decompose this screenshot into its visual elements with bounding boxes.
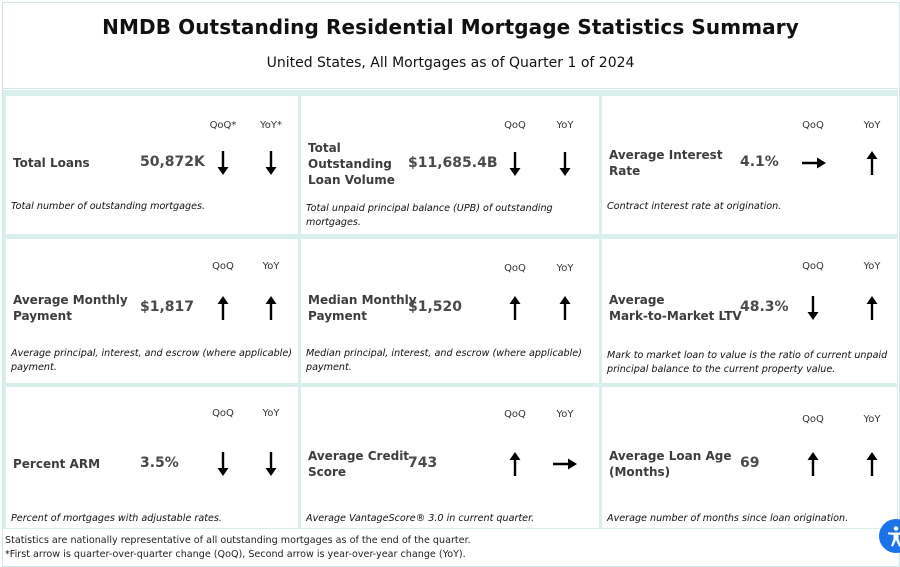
qoq-header: QoQ*	[209, 120, 237, 131]
stat-value: 3.5%	[140, 455, 179, 471]
stat-label: Percent ARM	[13, 457, 101, 471]
stat-label: Total Outstanding Loan Volume	[308, 141, 395, 187]
stat-description: Total number of outstanding mortgages.	[11, 201, 206, 212]
footer-notes: Statistics are nationally representative…	[5, 534, 471, 562]
stat-card: QoQ* YoY* Total Loans 50,872K Total number o…	[6, 96, 298, 234]
stat-value: 69	[740, 455, 760, 471]
stat-card: QoQ YoY Average Interest Rate 4.1% Contract …	[602, 96, 897, 234]
qoq-header: QoQ	[504, 120, 526, 131]
stat-label: Total Loans	[13, 156, 90, 170]
stat-description: Mark to market loan to value is the rati…	[607, 350, 888, 375]
accessibility-button[interactable]	[879, 519, 900, 553]
yoy-arrow-up-icon	[860, 293, 884, 323]
footer-note-arrows: *First arrow is quarter-over-quarter cha…	[5, 549, 466, 560]
yoy-arrow-right-icon	[553, 449, 577, 479]
stat-label: Average Monthly Payment	[13, 293, 128, 323]
yoy-header: YoY	[863, 120, 881, 131]
yoy-arrow-down-icon	[553, 149, 577, 179]
stat-label: Average Mark-to-Market LTV	[609, 293, 742, 323]
yoy-arrow-up-icon	[553, 293, 577, 323]
stat-card: QoQ YoY Average Credit Score 743 Average Van…	[301, 387, 599, 528]
yoy-header: YoY	[556, 263, 574, 274]
yoy-header: YoY	[262, 261, 280, 272]
yoy-header: YoY	[863, 261, 881, 272]
stat-card: QoQ YoY Percent ARM 3.5% Percent of mortgage…	[6, 387, 298, 528]
qoq-arrow-up-icon	[211, 293, 235, 323]
stat-card: QoQ YoY Average Mark-to-Market LTV 48.3% Mar…	[602, 239, 897, 383]
stat-description: Total unpaid principal balance (UPB) of …	[306, 203, 553, 228]
qoq-header: QoQ	[802, 414, 824, 425]
stat-value: 50,872K	[140, 154, 205, 170]
qoq-header: QoQ	[802, 120, 824, 131]
qoq-arrow-down-icon	[211, 148, 235, 178]
stat-card: QoQ YoY Median Monthly Payment $1,520 Median…	[301, 239, 599, 383]
stat-description: Contract interest rate at origination.	[607, 201, 782, 212]
stat-card: QoQ YoY Average Monthly Payment $1,817 Avera…	[6, 239, 298, 383]
stat-card: QoQ YoY Average Loan Age (Months) 69 Average…	[602, 387, 897, 528]
qoq-arrow-down-icon	[503, 149, 527, 179]
stat-value: $1,520	[408, 299, 463, 315]
qoq-arrow-up-icon	[503, 449, 527, 479]
page-title: NMDB Outstanding Residential Mortgage St…	[102, 15, 799, 39]
stat-description: Average number of months since loan orig…	[607, 513, 849, 524]
stat-description: Median principal, interest, and escrow (…	[306, 348, 582, 373]
stat-label: Average Credit Score	[308, 449, 410, 479]
footer-note-statistics: Statistics are nationally representative…	[5, 535, 471, 546]
yoy-header: YoY	[556, 120, 574, 131]
qoq-header: QoQ	[504, 263, 526, 274]
stat-description: Average VantageScore® 3.0 in current qua…	[306, 513, 535, 524]
stat-value: $11,685.4B	[408, 155, 498, 171]
dashboard-header: NMDB Outstanding Residential Mortgage St…	[3, 3, 898, 89]
qoq-header: QoQ	[802, 261, 824, 272]
qoq-arrow-down-icon	[801, 293, 825, 323]
qoq-header: QoQ	[504, 409, 526, 420]
yoy-header: YoY	[556, 409, 574, 420]
stat-card: QoQ YoY Total Outstanding Loan Volume $11,6…	[301, 96, 599, 234]
stat-description: Percent of mortgages with adjustable rat…	[11, 513, 222, 524]
qoq-arrow-up-icon	[503, 293, 527, 323]
qoq-header: QoQ	[212, 408, 234, 419]
stat-value: 743	[408, 455, 438, 471]
stat-description: Average principal, interest, and escrow …	[11, 348, 292, 373]
yoy-arrow-up-icon	[259, 293, 283, 323]
yoy-arrow-up-icon	[860, 148, 884, 178]
yoy-arrow-down-icon	[259, 449, 283, 479]
yoy-arrow-up-icon	[860, 449, 884, 479]
qoq-arrow-right-icon	[802, 148, 826, 178]
yoy-header: YoY	[262, 408, 280, 419]
stat-label: Average Interest Rate	[609, 148, 723, 178]
yoy-arrow-down-icon	[259, 148, 283, 178]
stat-value: $1,817	[140, 299, 195, 315]
accessibility-icon	[888, 526, 900, 547]
stat-value: 48.3%	[740, 299, 789, 315]
stat-label: Average Loan Age (Months)	[609, 449, 732, 479]
stat-value: 4.1%	[740, 154, 779, 170]
qoq-arrow-up-icon	[801, 449, 825, 479]
yoy-header: YoY*	[259, 120, 282, 131]
yoy-header: YoY	[863, 414, 881, 425]
qoq-header: QoQ	[212, 261, 234, 272]
qoq-arrow-down-icon	[211, 449, 235, 479]
stat-label: Median Monthly Payment	[308, 293, 417, 323]
page-subtitle: United States, All Mortgages as of Quart…	[266, 55, 635, 71]
